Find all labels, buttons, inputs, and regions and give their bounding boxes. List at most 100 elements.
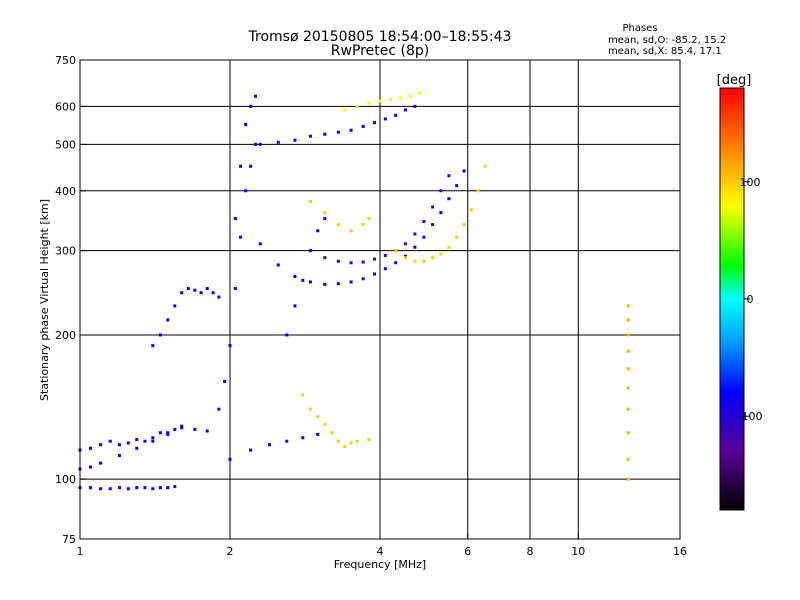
data-point bbox=[258, 142, 262, 146]
data-point bbox=[413, 245, 417, 249]
data-point bbox=[447, 174, 451, 178]
data-point bbox=[349, 261, 353, 265]
colorbar-label: [deg] bbox=[717, 73, 752, 88]
data-point bbox=[403, 242, 407, 246]
data-point bbox=[293, 304, 297, 308]
data-point bbox=[349, 441, 353, 445]
y-tick-label: 100 bbox=[55, 473, 76, 486]
x-axis-label: Frequency [MHz] bbox=[334, 558, 426, 571]
data-point bbox=[158, 486, 162, 490]
data-point bbox=[151, 439, 155, 443]
data-point bbox=[403, 108, 407, 112]
data-point bbox=[447, 197, 451, 201]
data-point bbox=[316, 415, 320, 419]
data-point bbox=[193, 288, 197, 292]
data-point bbox=[383, 254, 387, 258]
data-point bbox=[143, 486, 147, 490]
data-point bbox=[249, 104, 253, 108]
data-point bbox=[99, 443, 103, 447]
y-tick-label: 300 bbox=[55, 245, 76, 258]
data-point bbox=[143, 439, 147, 443]
data-point bbox=[626, 457, 630, 461]
data-point bbox=[394, 249, 398, 253]
x-axis-ticks: 1 2 4 6 8 10 16 bbox=[77, 533, 687, 558]
data-point bbox=[205, 429, 209, 433]
data-point bbox=[293, 274, 297, 278]
data-point bbox=[367, 438, 371, 442]
data-point bbox=[361, 277, 365, 281]
data-point bbox=[126, 441, 130, 445]
data-point bbox=[244, 189, 248, 193]
data-point bbox=[336, 439, 340, 443]
data-point bbox=[108, 439, 112, 443]
data-point bbox=[462, 223, 466, 227]
data-point bbox=[389, 98, 393, 102]
data-point bbox=[308, 249, 312, 253]
data-point bbox=[626, 318, 630, 322]
colorbar-tick-label: -100 bbox=[738, 410, 763, 423]
x-tick-label: 1 bbox=[77, 545, 84, 558]
data-point bbox=[308, 280, 312, 284]
data-point bbox=[151, 436, 155, 440]
x-tick-label: 4 bbox=[377, 545, 384, 558]
data-point bbox=[166, 486, 170, 490]
data-point bbox=[135, 486, 139, 490]
data-point bbox=[349, 128, 353, 132]
y-tick-label: 75 bbox=[62, 533, 76, 546]
data-point bbox=[301, 278, 305, 282]
data-point bbox=[233, 287, 237, 291]
data-point bbox=[367, 217, 371, 221]
data-point bbox=[431, 205, 435, 209]
data-point bbox=[228, 457, 232, 461]
data-point bbox=[301, 393, 305, 397]
data-point bbox=[205, 287, 209, 291]
y-axis-label: Stationary phase Virtual Height [km] bbox=[38, 199, 51, 401]
data-point bbox=[413, 104, 417, 108]
data-point bbox=[151, 344, 155, 348]
data-point bbox=[431, 256, 435, 260]
data-point bbox=[239, 235, 243, 239]
data-point bbox=[135, 438, 139, 442]
data-point bbox=[166, 431, 170, 435]
data-point bbox=[447, 245, 451, 249]
data-point bbox=[455, 184, 459, 188]
data-point bbox=[180, 291, 184, 295]
data-point bbox=[626, 349, 630, 353]
data-point bbox=[233, 217, 237, 221]
data-point bbox=[469, 208, 473, 212]
colorbar bbox=[719, 87, 745, 511]
data-point bbox=[276, 263, 280, 267]
data-point bbox=[361, 223, 365, 227]
data-point bbox=[383, 117, 387, 121]
data-point bbox=[108, 487, 112, 491]
colorbar-tick-label: 0 bbox=[747, 293, 754, 306]
data-point bbox=[253, 142, 257, 146]
data-point bbox=[626, 386, 630, 390]
data-point bbox=[408, 94, 412, 98]
data-point bbox=[462, 169, 466, 173]
data-point bbox=[626, 477, 630, 481]
data-point bbox=[439, 189, 443, 193]
data-point bbox=[180, 424, 184, 428]
data-point bbox=[323, 256, 327, 260]
stats-line-x: mean, sd,X: 85.4, 17.1 bbox=[608, 46, 722, 57]
data-point bbox=[293, 138, 297, 142]
data-point bbox=[308, 134, 312, 138]
data-point bbox=[99, 461, 103, 465]
data-point bbox=[166, 318, 170, 322]
data-point bbox=[267, 443, 271, 447]
x-tick-label: 10 bbox=[571, 545, 585, 558]
y-tick-label: 750 bbox=[55, 54, 76, 67]
data-point bbox=[626, 367, 630, 371]
data-point bbox=[223, 379, 227, 383]
data-point bbox=[330, 431, 334, 435]
data-point bbox=[249, 164, 253, 168]
data-point bbox=[417, 91, 421, 95]
data-point bbox=[439, 252, 443, 256]
data-point bbox=[383, 267, 387, 271]
data-point bbox=[431, 223, 435, 227]
data-point bbox=[626, 304, 630, 308]
data-point bbox=[117, 454, 121, 458]
data-point bbox=[394, 113, 398, 117]
data-point bbox=[301, 436, 305, 440]
